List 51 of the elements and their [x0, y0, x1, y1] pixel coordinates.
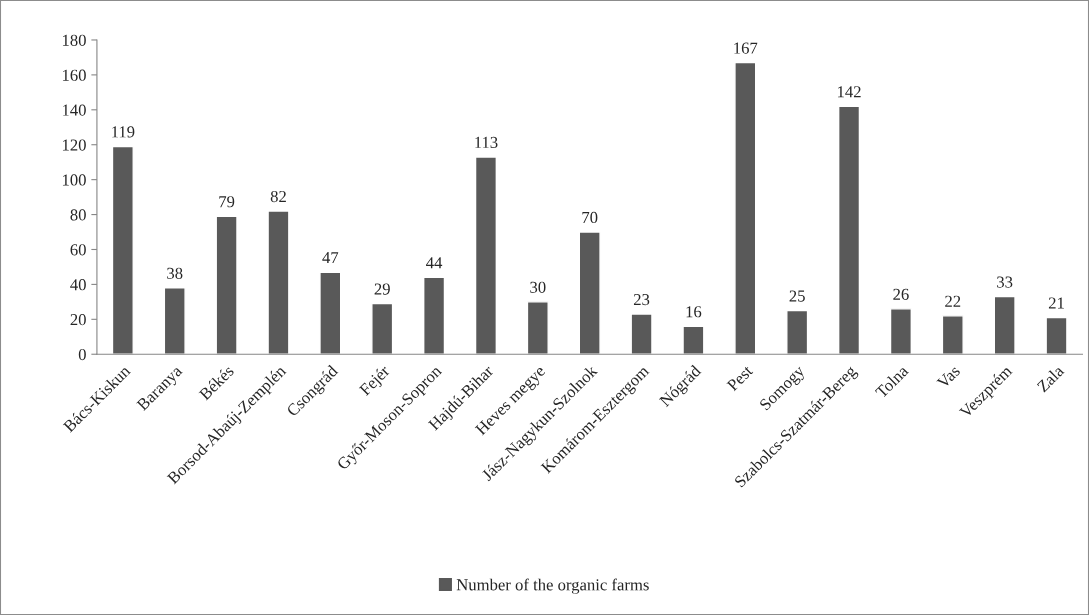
data-label: 167 [734, 42, 758, 54]
y-tick-label: 120 [62, 139, 86, 151]
data-label: 23 [633, 293, 650, 306]
bar [215, 215, 238, 355]
bar [578, 231, 601, 355]
data-label: 70 [582, 211, 598, 224]
data-label: 82 [270, 190, 286, 203]
legend-label: Number of the organic farms [456, 578, 649, 594]
x-tick-label: Vas [936, 364, 961, 390]
bar [423, 276, 446, 355]
bar [837, 105, 861, 355]
data-label: 29 [374, 283, 390, 295]
bar [786, 309, 809, 355]
bar [734, 61, 757, 355]
bar [682, 325, 705, 355]
data-label: 21 [1048, 297, 1064, 309]
data-label: 16 [686, 306, 702, 318]
data-label: 25 [789, 290, 805, 302]
y-tick-label: 60 [70, 244, 86, 256]
data-label: 44 [426, 257, 443, 269]
bar [1045, 316, 1068, 355]
bar [993, 295, 1016, 355]
x-tick-label: Zala [1036, 364, 1065, 393]
data-label: 26 [893, 288, 909, 300]
data-label: 113 [475, 136, 498, 149]
bar [630, 313, 653, 355]
data-label: 22 [945, 295, 961, 307]
bar [319, 271, 342, 355]
bar [111, 145, 134, 355]
y-tick-label: 40 [70, 279, 86, 291]
data-label: 38 [167, 267, 183, 279]
y-tick-label: 180 [62, 34, 86, 46]
y-tick-label: 20 [70, 314, 86, 326]
data-label: 47 [322, 252, 339, 264]
bar [371, 302, 394, 355]
data-label: 33 [997, 276, 1013, 288]
data-label: 119 [112, 126, 135, 138]
bar [474, 156, 498, 355]
y-tick-label: 80 [70, 209, 86, 221]
y-tick-label: 140 [62, 104, 86, 116]
bar [889, 308, 912, 355]
y-tick-label: 0 [78, 348, 86, 361]
data-label: 79 [219, 196, 235, 208]
data-label: 142 [838, 86, 861, 98]
bar [526, 301, 549, 355]
y-tick-label: 160 [62, 69, 86, 81]
bar [267, 210, 290, 355]
y-tick-label: 100 [62, 174, 86, 186]
bar [941, 315, 964, 355]
data-label: 30 [530, 281, 546, 293]
bar [163, 287, 186, 355]
